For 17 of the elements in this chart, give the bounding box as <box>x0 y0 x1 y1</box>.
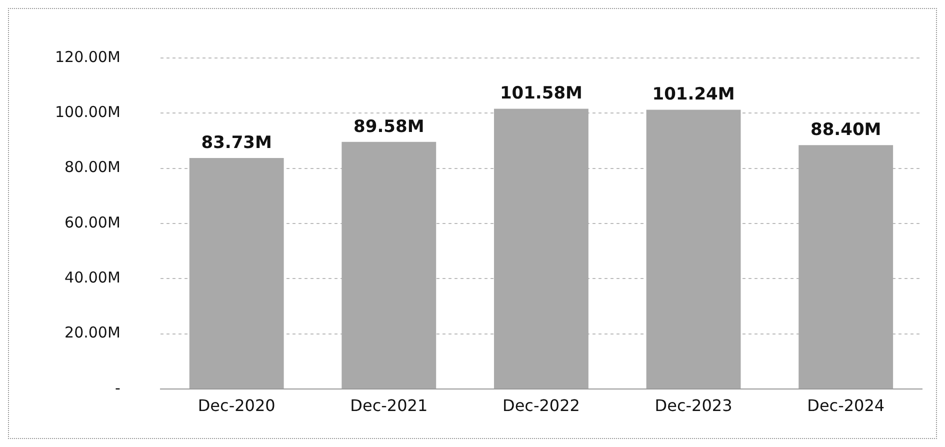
y-tick-label: 100.00M <box>54 103 120 122</box>
x-tick-label: Dec-2022 <box>502 396 580 415</box>
data-label: 101.24M <box>652 84 735 105</box>
y-tick-label: 20.00M <box>64 324 120 342</box>
y-tick-label: - <box>115 378 120 397</box>
y-tick-label: 60.00M <box>64 213 120 232</box>
y-tick-label: 120.00M <box>54 48 120 66</box>
data-label: 89.58M <box>354 116 424 137</box>
x-tick-label: Dec-2020 <box>198 396 276 415</box>
data-label: 101.58M <box>500 84 582 104</box>
y-tick-label: 80.00M <box>64 158 120 176</box>
x-tick-label: Dec-2021 <box>350 396 428 415</box>
x-tick-label: Dec-2023 <box>654 396 732 415</box>
x-tick-label: Dec-2024 <box>807 396 885 415</box>
data-label: 88.40M <box>810 120 882 140</box>
data-label: 83.73M <box>201 132 272 153</box>
y-tick-label: 40.00M <box>64 268 120 287</box>
